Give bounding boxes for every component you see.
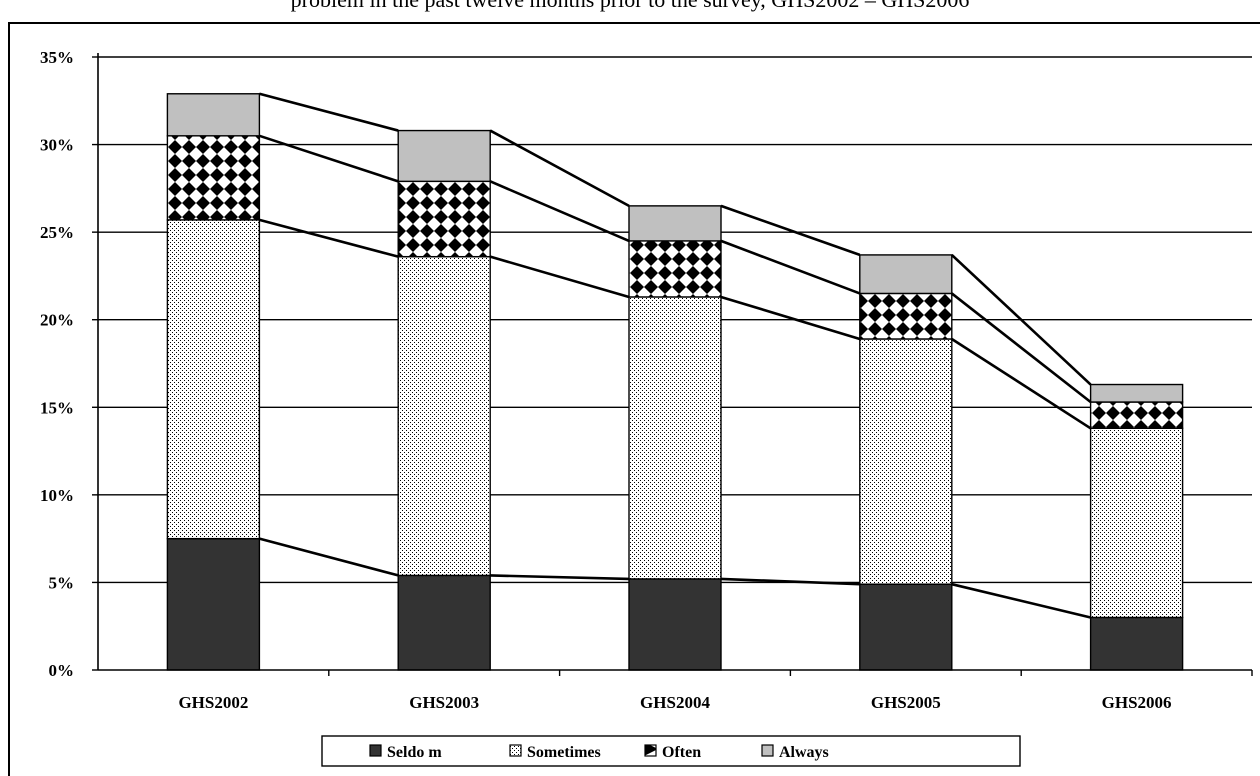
bar-segment [1089, 401, 1184, 430]
bar-segment [166, 219, 261, 540]
y-tick-label: 0% [49, 661, 75, 680]
legend-label: Always [779, 744, 829, 761]
bar-segment [628, 296, 722, 580]
series-connector-line [489, 255, 630, 299]
series-connector-line [720, 295, 861, 341]
bar-segment [859, 254, 953, 295]
series-connector-line [259, 218, 399, 258]
series-connector-line [951, 582, 1091, 619]
x-tick-label: GHS2006 [1102, 693, 1172, 712]
y-tick-label: 35% [40, 48, 74, 67]
series-connector-line [720, 577, 860, 586]
series-connector-line [950, 253, 1092, 386]
bar-segment [628, 240, 722, 298]
bar-segment [859, 338, 953, 585]
chart-frame [8, 22, 1260, 776]
y-tick-label: 15% [40, 398, 74, 417]
bar-segment [166, 93, 261, 137]
series-connector-line [720, 239, 861, 295]
bar-segment [859, 292, 953, 340]
legend-box [321, 735, 1021, 767]
legend-swatch [369, 744, 382, 757]
x-tick-label: GHS2003 [409, 693, 479, 712]
y-tick-label: 20% [40, 311, 74, 330]
series-connector-line [259, 92, 399, 132]
bar-segment [859, 583, 953, 671]
y-tick-label: 5% [49, 573, 75, 592]
bar-segment [1089, 383, 1184, 403]
series-connector-line [490, 574, 630, 581]
bar-segment [166, 537, 261, 671]
legend-swatch [761, 744, 774, 757]
bar-segment [397, 129, 491, 183]
series-connector-line [489, 129, 630, 208]
x-tick-label: GHS2005 [871, 693, 941, 712]
x-tick-label: GHS2002 [178, 693, 248, 712]
bar-segment [1089, 616, 1184, 671]
bar-segment [1089, 427, 1184, 619]
y-tick-label: 10% [40, 486, 74, 505]
series-connector-line [951, 337, 1092, 430]
y-tick-label: 25% [40, 223, 74, 242]
series-connector-line [720, 204, 861, 257]
series-connector-line [258, 134, 399, 183]
bar-segment [628, 205, 722, 242]
bar-segment [397, 574, 491, 671]
bar-segment [397, 180, 491, 258]
legend-swatch [644, 744, 657, 757]
chart-caption: problem in the past twelve months prior … [0, 0, 1260, 13]
bar-segment [397, 255, 491, 577]
legend-label: Seldo m [387, 744, 442, 761]
legend-swatch [509, 744, 522, 757]
x-tick-label: GHS2004 [640, 693, 710, 712]
y-tick-label: 30% [40, 136, 74, 155]
legend-label: Often [662, 744, 701, 761]
series-connector-line [950, 292, 1092, 404]
legend-label: Sometimes [527, 744, 601, 761]
series-connector-line [259, 537, 399, 577]
bar-segment [166, 135, 261, 221]
bar-segment [628, 578, 722, 671]
series-connector-line [489, 180, 630, 243]
